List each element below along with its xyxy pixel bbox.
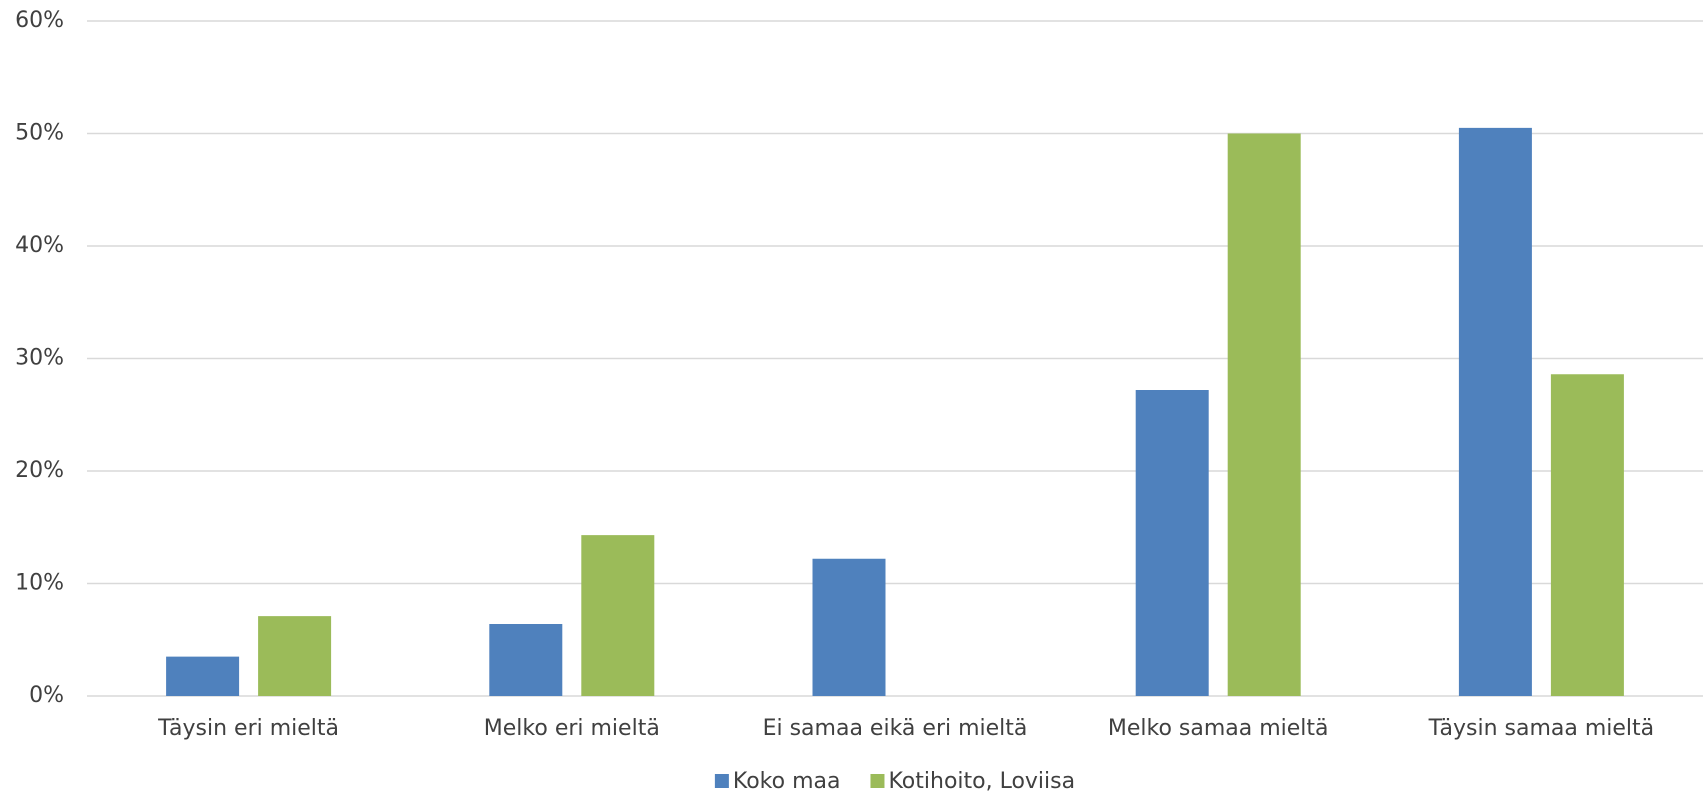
x-tick-label: Melko samaa mieltä [1108,716,1329,741]
bar [1135,390,1209,696]
legend-label: Kotihoito, Loviisa [888,769,1075,794]
y-tick-label: 20% [15,458,64,483]
x-tick-label: Täysin samaa mieltä [1428,716,1655,741]
legend-label: Koko maa [733,769,841,794]
bar [258,616,332,696]
bar [1550,374,1624,696]
x-tick-label: Täysin eri mieltä [157,716,339,741]
y-tick-label: 10% [15,571,64,596]
y-tick-label: 30% [15,346,64,371]
x-tick-label: Melko eri mieltä [484,716,660,741]
y-tick-label: 50% [15,121,64,146]
bar [1227,133,1301,696]
x-tick-label: Ei samaa eikä eri mieltä [763,716,1028,741]
bar [812,558,886,696]
bar [489,624,563,696]
y-tick-label: 40% [15,233,64,258]
legend-swatch [870,774,885,788]
bar [166,656,240,696]
bar [581,535,655,696]
legend-swatch [714,774,729,788]
y-tick-label: 0% [29,683,64,708]
bar [1458,127,1532,696]
y-tick-label: 60% [15,8,64,33]
